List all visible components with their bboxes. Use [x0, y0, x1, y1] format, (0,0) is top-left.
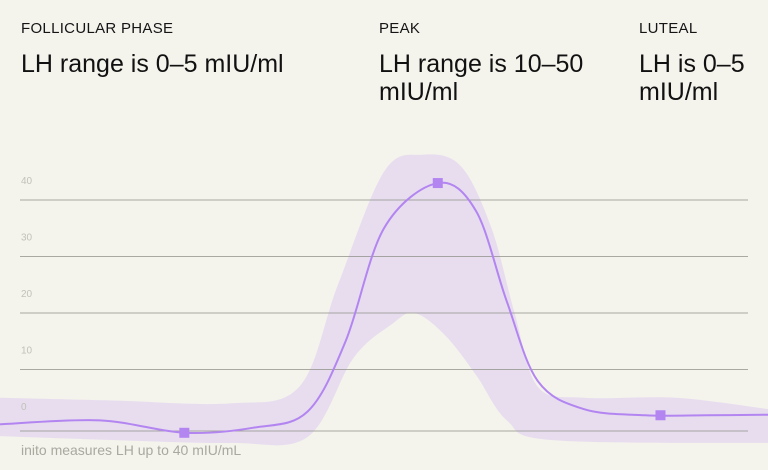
phase-title: PEAK — [379, 20, 421, 37]
phase-description: LH range is 10–50 mIU/ml — [379, 50, 584, 106]
data-point-marker-3 — [655, 410, 666, 421]
phase-peak: PEAK LH range is 10–50 mIU/ml — [379, 20, 599, 106]
footnote: inito measures LH up to 40 mIU/mL — [21, 442, 242, 458]
y-tick-label-20: 20 — [21, 289, 33, 300]
phase-description: LH is 0–5 mIU/ml — [639, 50, 745, 106]
confidence-band — [0, 154, 768, 446]
phase-description: LH range is 0–5 mIU/ml — [21, 50, 284, 78]
data-point-marker-2 — [432, 178, 443, 189]
y-tick-label-30: 30 — [21, 233, 33, 244]
y-tick-label-10: 10 — [21, 346, 33, 357]
data-point-marker-1 — [179, 427, 190, 438]
y-tick-label-0: 0 — [21, 402, 27, 413]
phase-title: LUTEAL — [639, 20, 698, 37]
phase-follicular: FOLLICULAR PHASE LH range is 0–5 mIU/ml — [21, 20, 351, 78]
phase-luteal: LUTEAL LH is 0–5 mIU/ml — [639, 20, 764, 106]
phase-title: FOLLICULAR PHASE — [21, 20, 174, 37]
y-tick-label-40: 40 — [21, 176, 33, 187]
